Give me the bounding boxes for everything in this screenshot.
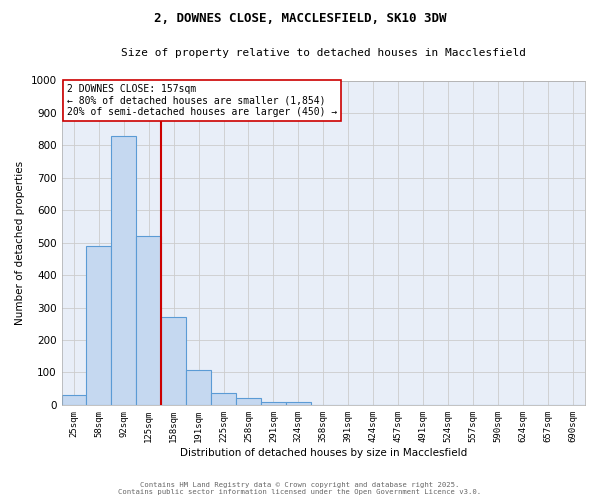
Bar [112,136,136,405]
Bar [62,395,86,405]
Text: 2, DOWNES CLOSE, MACCLESFIELD, SK10 3DW: 2, DOWNES CLOSE, MACCLESFIELD, SK10 3DW [154,12,446,26]
Bar [236,398,261,405]
Bar [186,370,211,405]
Bar [211,392,236,405]
Text: Contains public sector information licensed under the Open Government Licence v3: Contains public sector information licen… [118,489,482,495]
Bar [136,236,161,405]
Text: 2 DOWNES CLOSE: 157sqm
← 80% of detached houses are smaller (1,854)
20% of semi-: 2 DOWNES CLOSE: 157sqm ← 80% of detached… [67,84,337,117]
Bar [86,246,112,405]
Text: Contains HM Land Registry data © Crown copyright and database right 2025.: Contains HM Land Registry data © Crown c… [140,482,460,488]
Y-axis label: Number of detached properties: Number of detached properties [15,160,25,324]
Bar [286,402,311,405]
Title: Size of property relative to detached houses in Macclesfield: Size of property relative to detached ho… [121,48,526,58]
Bar [161,318,186,405]
Bar [261,402,286,405]
X-axis label: Distribution of detached houses by size in Macclesfield: Distribution of detached houses by size … [179,448,467,458]
